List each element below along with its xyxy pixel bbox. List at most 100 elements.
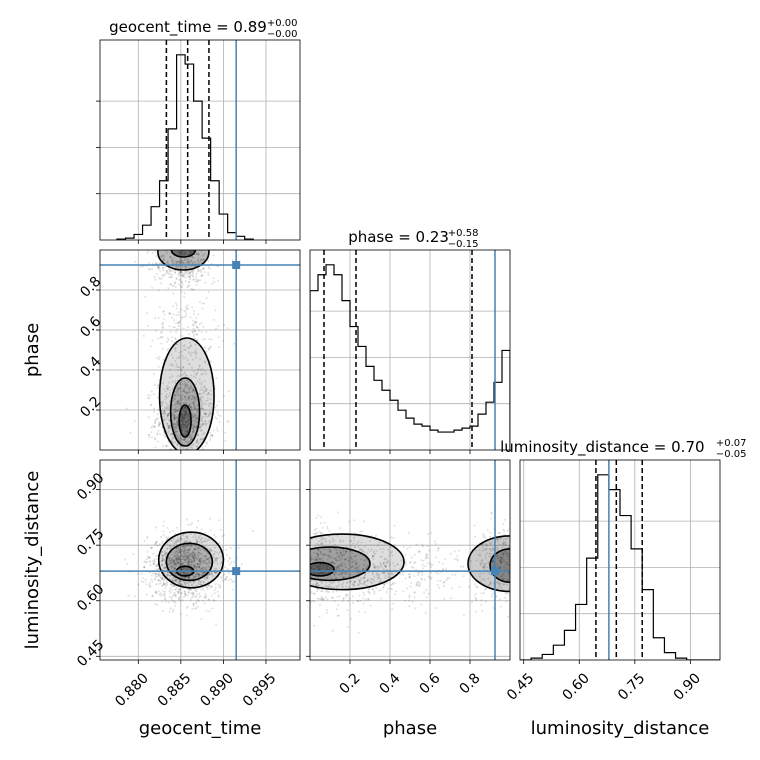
sample-point <box>528 568 530 570</box>
sample-point <box>258 550 260 552</box>
sample-point <box>192 428 195 431</box>
sample-point <box>201 274 204 277</box>
sample-point <box>173 261 176 264</box>
sample-point <box>145 558 148 561</box>
sample-point <box>409 585 412 588</box>
sample-point <box>491 562 494 565</box>
sample-point <box>178 596 181 599</box>
sample-point <box>504 550 507 553</box>
sample-point <box>199 552 202 555</box>
sample-point <box>268 555 270 557</box>
sample-point <box>195 526 198 529</box>
sample-point <box>507 571 510 574</box>
sample-point <box>205 558 208 561</box>
sample-point <box>478 548 481 551</box>
sample-point <box>200 454 202 456</box>
sample-point <box>193 261 196 264</box>
sample-point <box>275 558 277 560</box>
sample-point <box>205 424 208 427</box>
sample-point <box>182 262 185 265</box>
sample-point <box>367 597 370 600</box>
sample-point <box>173 463 175 465</box>
sample-point <box>342 575 345 578</box>
sample-point <box>314 544 317 547</box>
sample-point <box>202 540 205 543</box>
sample-point <box>189 557 192 560</box>
sample-point <box>172 571 175 574</box>
sample-point <box>132 553 135 556</box>
sample-point <box>178 558 181 561</box>
sample-point <box>208 573 211 576</box>
sample-point <box>338 583 341 586</box>
sample-point <box>303 562 305 564</box>
sample-point <box>363 558 366 561</box>
sample-point <box>180 538 183 541</box>
sample-point <box>190 406 193 409</box>
sample-point <box>304 535 306 537</box>
sample-point <box>193 428 196 431</box>
sample-point <box>209 398 212 401</box>
sample-point <box>341 563 344 566</box>
sample-point <box>183 407 186 410</box>
sample-point <box>194 559 197 562</box>
sample-point <box>176 401 179 404</box>
sample-point <box>474 596 477 599</box>
sample-point <box>505 600 508 603</box>
sample-point <box>193 415 196 418</box>
sample-point <box>506 583 509 586</box>
sample-point <box>190 596 193 599</box>
sample-point <box>202 338 205 341</box>
sample-point <box>163 274 166 277</box>
sample-point <box>168 276 171 279</box>
sample-point <box>172 464 174 466</box>
sample-point <box>196 279 199 282</box>
sample-point <box>387 588 390 591</box>
sample-point <box>205 422 208 425</box>
sample-point <box>524 552 526 554</box>
sample-point <box>380 588 383 591</box>
sample-point <box>295 551 297 553</box>
sample-point <box>335 566 338 569</box>
sample-point <box>173 584 176 587</box>
sample-point <box>332 562 335 565</box>
sample-point <box>408 604 411 607</box>
sample-point <box>230 578 233 581</box>
sample-point <box>503 541 506 544</box>
sample-point <box>337 568 340 571</box>
sample-point <box>185 416 188 419</box>
sample-point <box>173 408 176 411</box>
sample-point <box>194 576 197 579</box>
sample-point <box>290 556 292 558</box>
sample-point <box>161 336 164 339</box>
sample-point <box>179 270 182 273</box>
sample-point <box>426 545 429 548</box>
sample-point <box>166 271 169 274</box>
sample-point <box>161 322 164 325</box>
sample-point <box>173 360 176 363</box>
sample-point <box>194 373 197 376</box>
sample-point <box>181 354 184 357</box>
sample-point <box>161 461 163 463</box>
sample-point <box>516 559 518 561</box>
sample-point <box>434 607 437 610</box>
sample-point <box>194 573 197 576</box>
sample-point <box>189 259 192 262</box>
sample-point <box>194 536 197 539</box>
sample-point <box>500 558 503 561</box>
sample-point <box>334 567 337 570</box>
sample-point <box>195 275 198 278</box>
sample-point <box>321 573 324 576</box>
sample-point <box>174 431 177 434</box>
sample-point <box>199 539 202 542</box>
sample-point <box>424 565 427 568</box>
sample-point <box>486 544 489 547</box>
sample-point <box>181 366 184 369</box>
sample-point <box>175 427 178 430</box>
sample-point <box>403 599 406 602</box>
sample-point <box>181 398 184 401</box>
sample-point <box>191 274 194 277</box>
sample-point <box>351 566 354 569</box>
sample-point <box>168 560 171 563</box>
sample-point <box>201 599 204 602</box>
sample-point <box>333 539 336 542</box>
